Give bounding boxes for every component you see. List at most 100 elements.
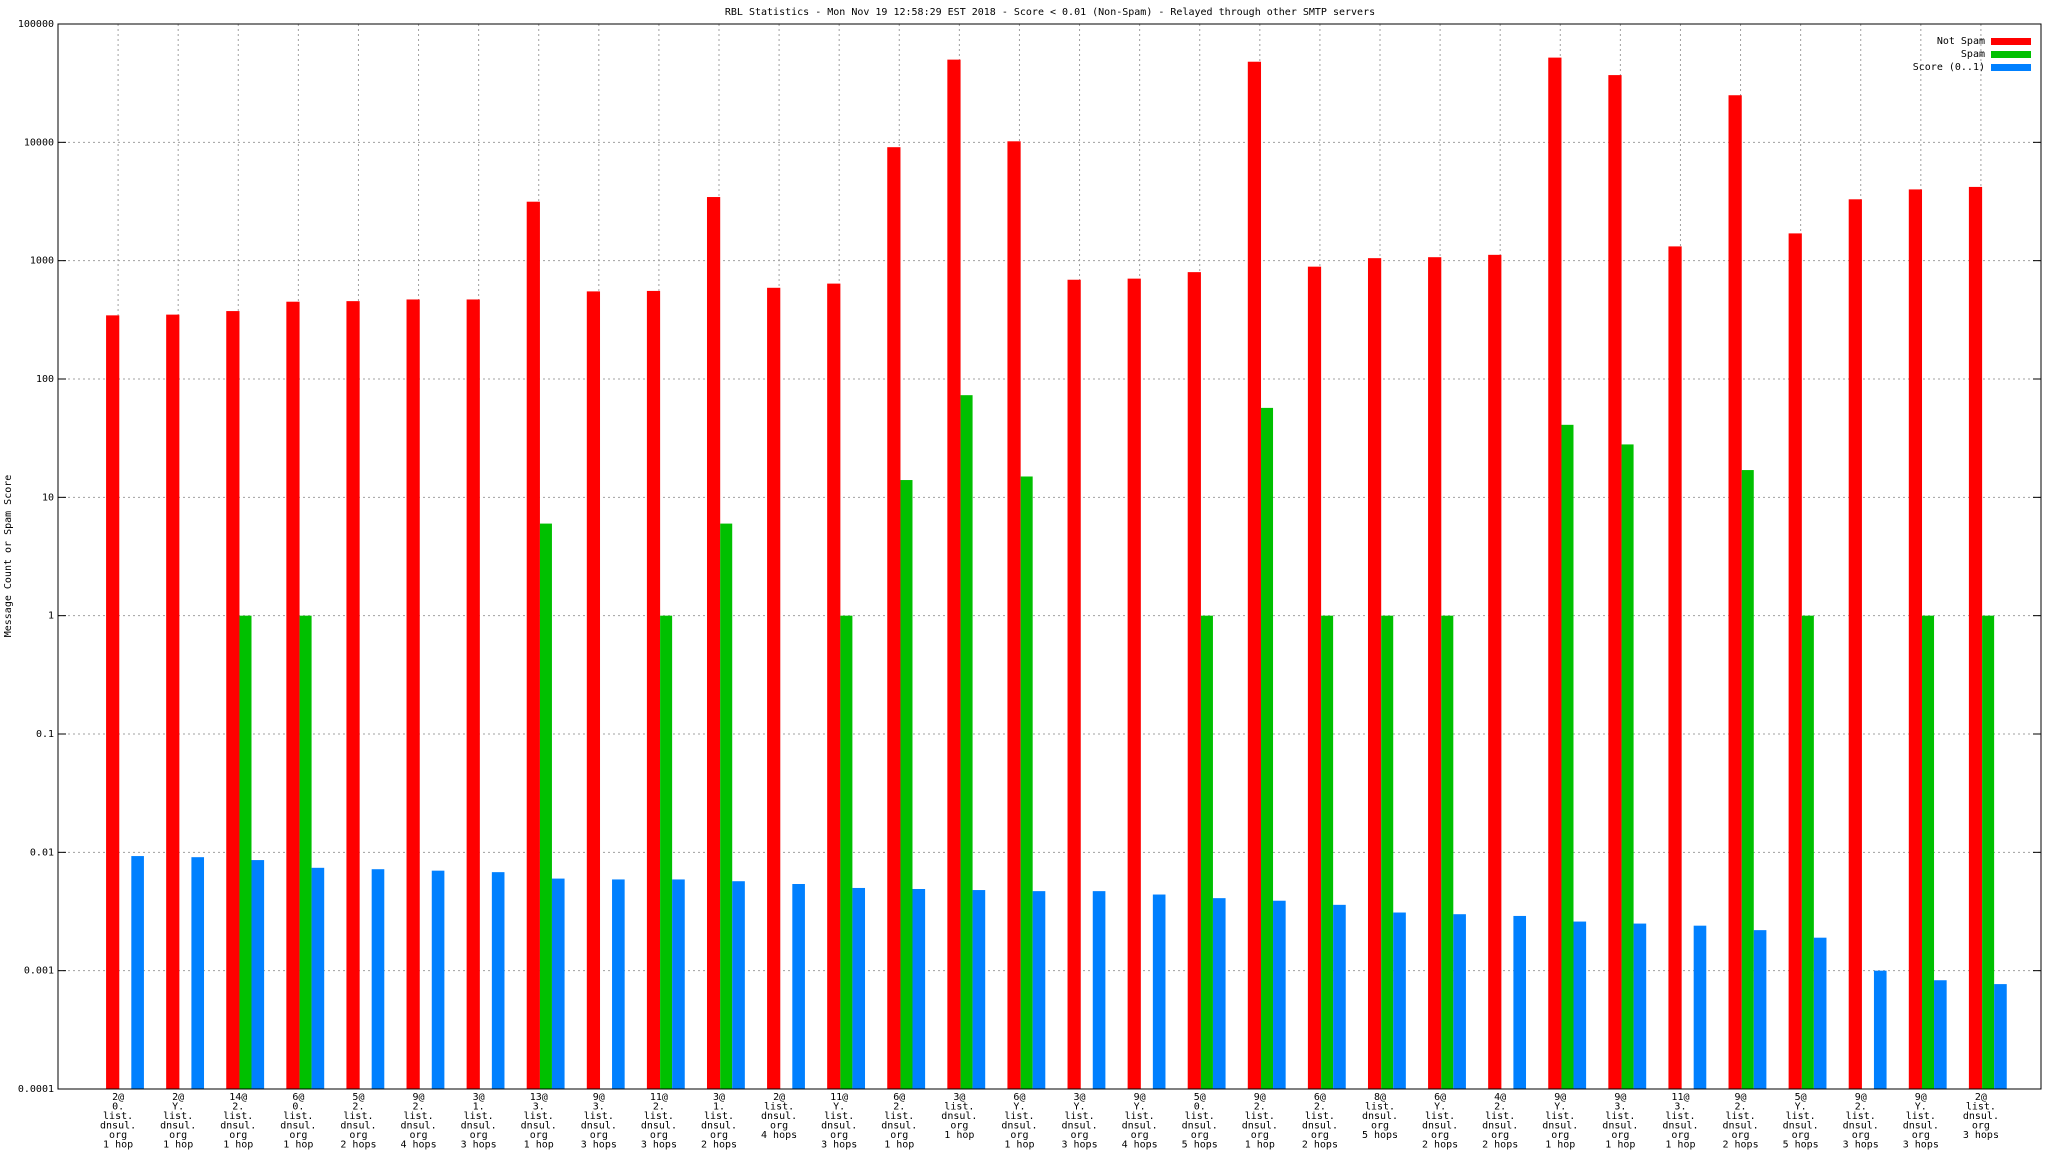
x-tick-label: 2.: [352, 1102, 364, 1113]
bar: [960, 395, 973, 1089]
x-tick-label: org: [950, 1121, 968, 1132]
x-tick-label: Y.: [1554, 1102, 1566, 1113]
x-tick-label: 1 hop: [524, 1140, 554, 1151]
x-tick-label: 13@: [530, 1092, 548, 1103]
x-tick-label: list.: [644, 1111, 674, 1122]
bar: [586, 291, 601, 1090]
bar: [1321, 615, 1334, 1089]
x-tick-label: org: [650, 1130, 668, 1141]
x-tick-label: dnsul.: [1662, 1121, 1698, 1132]
x-tick-label: dnsul.: [581, 1121, 617, 1132]
bar: [1261, 407, 1274, 1089]
x-tick-label: 9@: [1614, 1092, 1626, 1103]
bar: [1668, 246, 1682, 1090]
x-tick-label: dnsul.: [1422, 1121, 1458, 1132]
x-tick-label: org: [470, 1130, 488, 1141]
x-tick-label: org: [1010, 1130, 1028, 1141]
x-tick-label: list.: [704, 1111, 734, 1122]
x-tick-label: list.: [1125, 1111, 1155, 1122]
x-tick-label: 2 hops: [1422, 1140, 1458, 1151]
bar: [1247, 61, 1262, 1090]
bar: [900, 480, 913, 1089]
x-tick-label: 4 hops: [1122, 1140, 1158, 1151]
x-tick-label: org: [1792, 1130, 1810, 1141]
x-tick-label: 1.: [713, 1102, 725, 1113]
x-tick-label: list.: [764, 1102, 794, 1113]
y-axis-label: Message Count or Spam Score: [3, 475, 14, 638]
bar: [1032, 891, 1046, 1089]
x-tick-label: list.: [1545, 1111, 1575, 1122]
bar: [1092, 891, 1106, 1089]
x-tick-label: list.: [884, 1111, 914, 1122]
x-tick-label: 2.: [1254, 1102, 1266, 1113]
x-tick-label: 6@: [1013, 1092, 1025, 1103]
x-tick-label: 8@: [1374, 1092, 1386, 1103]
x-tick-label: 1 hop: [283, 1140, 313, 1151]
x-tick-label: 3 hops: [581, 1140, 617, 1151]
x-tick-label: Y.: [1134, 1102, 1146, 1113]
bar: [1020, 476, 1033, 1090]
x-tick-label: list.: [1365, 1102, 1395, 1113]
bar: [1813, 937, 1827, 1089]
x-tick-label: dnsul.: [1482, 1121, 1518, 1132]
x-tick-label: 2.: [893, 1102, 905, 1113]
bar: [1934, 980, 1947, 1089]
x-tick-label: dnsul.: [941, 1111, 977, 1122]
bar: [286, 301, 300, 1089]
x-tick-label: 3 hops: [1843, 1140, 1879, 1151]
x-tick-label: list.: [1064, 1111, 1094, 1122]
x-tick-label: list.: [1485, 1111, 1515, 1122]
bar: [106, 315, 120, 1090]
bar: [1982, 615, 1995, 1089]
x-tick-label: org: [830, 1130, 848, 1141]
x-tick-label: list.: [1245, 1111, 1275, 1122]
x-tick-label: org: [1852, 1130, 1870, 1141]
x-tick-label: 1 hop: [1004, 1140, 1034, 1151]
x-tick-label: 5@: [352, 1092, 364, 1103]
bar: [1922, 615, 1935, 1089]
bar: [947, 59, 961, 1090]
x-tick-label: list.: [824, 1111, 854, 1122]
x-tick-label: 0.: [1194, 1102, 1206, 1113]
bar: [371, 869, 385, 1089]
x-tick-label: org: [410, 1130, 428, 1141]
x-tick-label: org: [1611, 1130, 1629, 1141]
x-tick-label: 2.: [1314, 1102, 1326, 1113]
bar: [1728, 95, 1742, 1089]
bar: [1333, 904, 1346, 1089]
x-tick-label: 1 hop: [1605, 1140, 1635, 1151]
x-tick-label: list.: [163, 1111, 193, 1122]
x-tick-label: list.: [1305, 1111, 1335, 1122]
x-tick-label: 9@: [1554, 1092, 1566, 1103]
x-tick-label: dnsul.: [1122, 1121, 1158, 1132]
x-tick-label: dnsul.: [1182, 1121, 1218, 1132]
bar: [166, 314, 180, 1089]
bar: [1548, 57, 1562, 1089]
x-tick-label: 9@: [1855, 1092, 1867, 1103]
x-tick-label: 2 hops: [701, 1140, 737, 1151]
x-tick-label: Y.: [1074, 1102, 1086, 1113]
x-tick-label: org: [1671, 1130, 1689, 1141]
x-tick-label: 2.: [1855, 1102, 1867, 1113]
legend-label: Score (0..1): [1913, 62, 1985, 73]
x-tick-label: dnsul.: [160, 1121, 196, 1132]
x-tick-label: list.: [283, 1111, 313, 1122]
bar: [1753, 930, 1767, 1089]
x-tick-label: dnsul.: [1783, 1121, 1819, 1132]
x-tick-label: 3 hops: [1963, 1130, 1999, 1141]
bar: [191, 857, 205, 1089]
x-tick-label: 9@: [413, 1092, 425, 1103]
bar: [1212, 898, 1226, 1089]
legend-swatch: [1991, 38, 2031, 45]
x-tick-label: org: [1311, 1130, 1329, 1141]
x-tick-label: 9@: [593, 1092, 605, 1103]
bar: [1127, 278, 1141, 1089]
bar: [720, 523, 733, 1089]
x-tick-label: 5@: [1194, 1092, 1206, 1103]
bar: [612, 879, 625, 1089]
bar: [226, 311, 240, 1089]
x-tick-label: list.: [1966, 1102, 1996, 1113]
x-tick-label: 9@: [1915, 1092, 1927, 1103]
x-tick-label: list.: [1786, 1111, 1816, 1122]
x-tick-label: dnsul.: [1001, 1121, 1037, 1132]
